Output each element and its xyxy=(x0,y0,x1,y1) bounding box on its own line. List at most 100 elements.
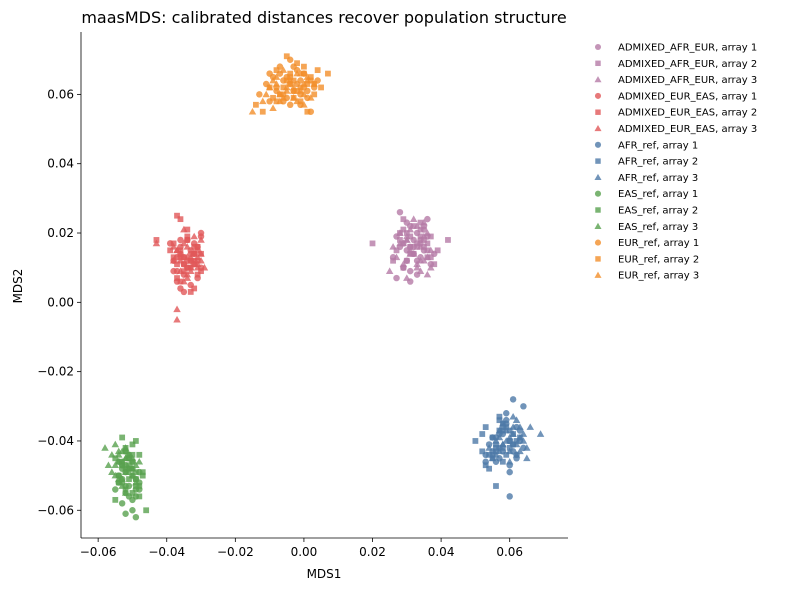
data-point xyxy=(248,107,257,115)
data-point xyxy=(101,444,109,451)
data-point xyxy=(118,482,126,489)
data-point xyxy=(427,233,434,240)
data-point xyxy=(191,285,198,292)
data-point xyxy=(396,239,404,247)
data-point xyxy=(496,417,503,424)
data-point xyxy=(499,440,507,448)
data-point xyxy=(118,447,126,455)
data-point xyxy=(303,73,312,80)
data-point xyxy=(325,70,331,77)
data-point xyxy=(310,80,318,87)
data-point xyxy=(132,469,139,476)
legend-item: EAS_ref, array 3 xyxy=(594,222,698,233)
legend-label: ADMIXED_AFR_EUR, array 1 xyxy=(618,43,757,54)
data-point xyxy=(118,475,126,482)
y-ticks: −0.06 −0.04 −0.02 0.00 0.02 0.04 0.06 xyxy=(37,87,81,517)
x-tick-label: 0.06 xyxy=(496,545,523,559)
data-point xyxy=(184,264,191,271)
data-point xyxy=(407,233,414,240)
data-point xyxy=(272,73,281,80)
data-point xyxy=(176,256,185,264)
data-point xyxy=(488,454,497,462)
data-point xyxy=(187,267,195,274)
data-point xyxy=(294,60,300,67)
data-point xyxy=(421,237,427,243)
data-point xyxy=(273,67,280,74)
data-point xyxy=(262,90,270,98)
data-point xyxy=(118,500,126,507)
data-point xyxy=(406,225,414,233)
data-point xyxy=(132,483,139,489)
legend-item: EAS_ref, array 1 xyxy=(594,189,698,200)
data-point xyxy=(502,437,511,444)
data-point xyxy=(416,243,425,250)
data-point xyxy=(289,83,298,91)
data-point xyxy=(509,430,517,437)
data-point xyxy=(486,465,493,472)
data-point xyxy=(180,268,187,275)
data-point xyxy=(286,76,294,84)
legend-marker xyxy=(594,190,602,197)
data-point xyxy=(289,87,298,94)
data-point xyxy=(420,232,428,240)
data-point xyxy=(516,423,524,430)
data-point xyxy=(253,101,259,108)
data-point xyxy=(119,434,126,441)
series-admixed-eur-eas-array-3 xyxy=(152,225,209,323)
series-admixed-afr-eur-array-3 xyxy=(385,215,435,281)
axes: −0.06 −0.04 −0.02 0.00 0.02 0.04 0.06 −0.06−0.… xyxy=(37,32,568,559)
data-point xyxy=(519,437,528,444)
legend-marker xyxy=(595,256,601,262)
data-point xyxy=(129,458,136,465)
data-point xyxy=(125,468,133,475)
legend-label: AFR_ref, array 2 xyxy=(618,157,698,168)
data-point xyxy=(407,267,414,275)
data-point xyxy=(492,451,500,458)
data-point xyxy=(403,274,411,281)
data-point xyxy=(472,438,479,444)
data-point xyxy=(301,70,307,77)
data-point xyxy=(121,489,130,496)
data-point xyxy=(193,253,202,261)
data-point xyxy=(200,263,209,271)
data-point xyxy=(129,507,136,514)
data-point xyxy=(289,94,298,101)
data-point xyxy=(183,243,192,250)
data-point xyxy=(128,464,137,472)
y-tick-label: −0.02 xyxy=(37,365,74,379)
data-point xyxy=(396,229,404,236)
data-point xyxy=(505,433,514,441)
data-point xyxy=(486,451,493,458)
data-point xyxy=(512,451,521,458)
data-point xyxy=(273,98,280,105)
legend-label: EAS_ref, array 2 xyxy=(618,206,698,217)
data-point xyxy=(259,97,267,105)
data-point xyxy=(403,257,410,264)
legend-marker xyxy=(594,76,602,83)
data-point xyxy=(489,434,496,441)
data-point xyxy=(423,270,432,278)
data-point xyxy=(167,247,174,254)
data-point xyxy=(403,232,411,240)
legend-label: ADMIXED_AFR_EUR, array 3 xyxy=(618,75,757,86)
legend-item: EUR_ref, array 3 xyxy=(594,271,699,282)
data-point xyxy=(301,63,307,70)
data-point xyxy=(112,496,119,503)
data-point xyxy=(129,441,136,448)
data-point xyxy=(126,476,132,482)
data-point xyxy=(385,267,394,274)
legend-label: EAS_ref, array 3 xyxy=(618,222,698,233)
data-point xyxy=(300,101,308,108)
data-point xyxy=(479,448,486,455)
data-point xyxy=(187,263,195,271)
legend-item: EAS_ref, array 2 xyxy=(595,206,698,217)
y-tick-label: 0.06 xyxy=(47,87,74,101)
data-point xyxy=(121,444,130,451)
data-point xyxy=(283,83,291,91)
data-point xyxy=(276,97,284,105)
data-point xyxy=(509,423,517,430)
legend-label: EUR_ref, array 1 xyxy=(618,238,699,249)
data-point xyxy=(506,438,513,444)
data-point xyxy=(112,486,119,493)
data-point xyxy=(190,232,198,240)
